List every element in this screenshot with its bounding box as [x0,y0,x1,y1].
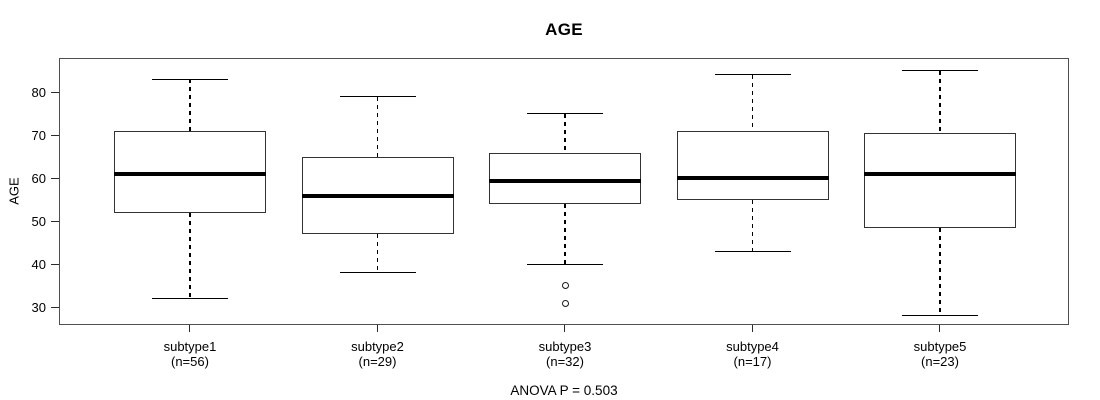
lower-whisker-cap [151,298,228,300]
y-tick-mark [51,306,59,308]
median-line [864,172,1017,177]
upper-whisker-stem [564,113,566,153]
group-count: (n=17) [733,353,772,369]
y-tick-label: 60 [31,170,46,186]
outlier-point [561,299,569,307]
iqr-box [489,152,641,205]
x-tick-label: subtype3 (n=32) [495,339,635,369]
outlier-point [561,282,569,290]
lower-whisker-cap [714,250,791,252]
lower-whisker-cap [339,272,416,274]
y-tick-label: 30 [31,299,46,315]
group-count: (n=32) [546,353,584,369]
lower-whisker-cap [527,263,603,265]
median-line [301,193,454,198]
upper-whisker-stem [376,96,379,157]
lower-whisker-stem [939,227,941,316]
iqr-box [113,131,266,213]
iqr-box [676,131,829,200]
upper-whisker-stem [189,79,191,132]
group-count: (n=23) [921,353,959,369]
y-tick-label: 50 [31,213,46,229]
group-count: (n=56) [171,353,209,369]
lower-whisker-stem [189,212,191,299]
x-tick-mark [751,325,753,332]
group-name: subtype5 [913,339,967,354]
upper-whisker-stem [939,70,941,134]
median-line [489,178,641,183]
x-tick-mark [189,325,191,332]
group-name: subtype4 [726,339,779,354]
chart-title: AGE [545,20,583,39]
y-tick-label: 40 [31,256,46,272]
y-tick-mark [51,220,59,222]
upper-whisker-cap [527,113,603,115]
group-count: (n=29) [358,353,397,369]
lower-whisker-stem [751,199,754,252]
x-tick-mark [564,325,566,332]
group-name: subtype3 [538,339,592,354]
y-tick-mark [51,177,59,179]
median-line [113,172,266,177]
group-name: subtype1 [163,339,217,354]
y-tick-mark [51,134,59,136]
iqr-box [864,133,1017,228]
upper-whisker-stem [751,75,754,132]
x-tick-label: subtype4 (n=17) [683,339,823,369]
y-tick-label: 70 [31,127,46,143]
lower-whisker-cap [902,315,979,317]
y-tick-mark [51,91,59,93]
group-name: subtype2 [351,339,404,354]
lower-whisker-stem [376,234,379,273]
upper-whisker-cap [714,74,791,76]
x-tick-label: subtype2 (n=29) [308,339,448,369]
x-tick-mark [939,325,941,332]
x-tick-label: subtype5 (n=23) [870,339,1010,369]
y-tick-label: 80 [31,84,46,100]
y-tick-mark [51,263,59,265]
lower-whisker-stem [564,204,566,265]
x-tick-mark [376,325,378,332]
anova-pvalue-text: ANOVA P = 0.503 [510,383,618,398]
median-line [676,176,829,181]
upper-whisker-cap [339,95,416,97]
x-tick-label: subtype1 (n=56) [120,339,260,369]
upper-whisker-cap [151,78,228,80]
upper-whisker-cap [902,70,979,72]
